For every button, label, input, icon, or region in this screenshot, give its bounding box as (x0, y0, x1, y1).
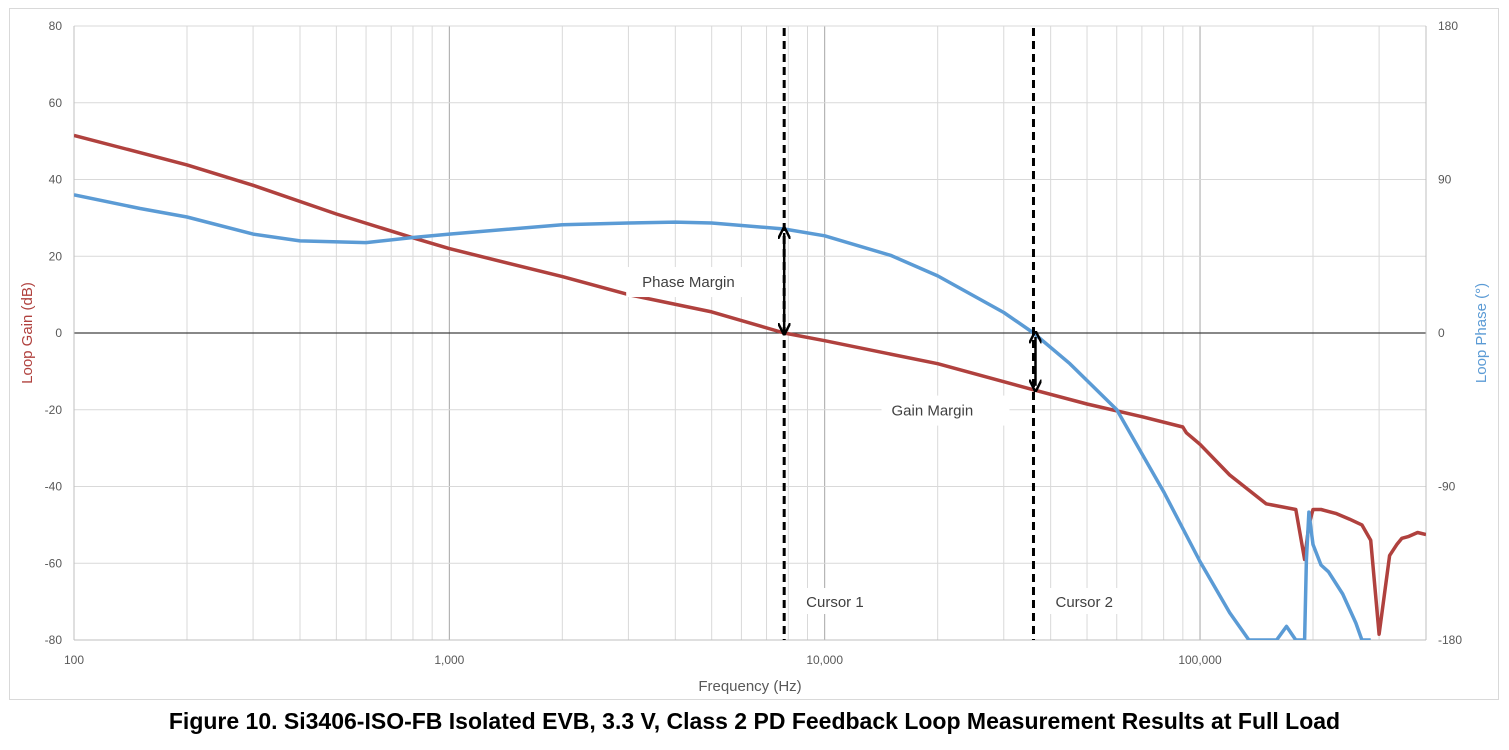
y-right-tick-label: 0 (1438, 326, 1445, 340)
y-right-tick-label: 180 (1438, 19, 1458, 33)
x-tick-label: 100,000 (1178, 653, 1222, 667)
y-right-tick-label: 90 (1438, 173, 1452, 187)
y-left-tick-label: -80 (45, 633, 63, 647)
gain-margin-label-bg (881, 395, 1010, 426)
loop-gain-line (74, 133, 1426, 636)
cursor-label-bg (792, 588, 885, 614)
cursor-label: Cursor 2 (1055, 594, 1113, 611)
cursor-label-bg (1041, 588, 1134, 614)
x-tick-label: 100 (64, 653, 84, 667)
tick-labels: 100 1,000 10,000 100,000 -80 -60 -40 -20 0 20 40 60… (45, 19, 1463, 667)
x-axis-title: Frequency (Hz) (698, 678, 801, 695)
cursor-label: Cursor 1 (806, 594, 864, 611)
y-axis-right-title: Loop Phase (°) (1473, 283, 1490, 383)
y-left-tick-label: -60 (45, 556, 63, 570)
y-left-tick-label: 80 (49, 19, 63, 33)
series (74, 133, 1426, 640)
y-left-tick-label: 40 (49, 173, 63, 187)
y-left-tick-label: -20 (45, 403, 63, 417)
chart-frame (9, 8, 1499, 700)
annotations: Cursor 1 Cursor 2 Phase Margin Gain Margin (626, 28, 1134, 640)
y-left-tick-label: 60 (49, 96, 63, 110)
loop-phase-line (74, 193, 1371, 640)
gain-margin-label: Gain Margin (891, 403, 973, 420)
phase-margin-label: Phase Margin (642, 274, 735, 291)
bode-plot: 100 1,000 10,000 100,000 -80 -60 -40 -20 0 20 40 60… (19, 19, 1490, 695)
x-tick-label: 1,000 (434, 653, 464, 667)
grid (73, 25, 1427, 641)
y-axis-left-title: Loop Gain (dB) (19, 282, 36, 384)
y-left-tick-label: -40 (45, 480, 63, 494)
y-right-tick-label: -90 (1438, 480, 1456, 494)
figure-caption: Figure 10. Si3406-ISO-FB Isolated EVB, 3… (168, 708, 1341, 734)
x-tick-label: 10,000 (806, 653, 843, 667)
phase-margin-label-bg (626, 267, 747, 298)
y-right-tick-label: -180 (1438, 633, 1462, 647)
y-left-tick-label: 20 (49, 249, 63, 263)
y-left-tick-label: 0 (55, 326, 62, 340)
